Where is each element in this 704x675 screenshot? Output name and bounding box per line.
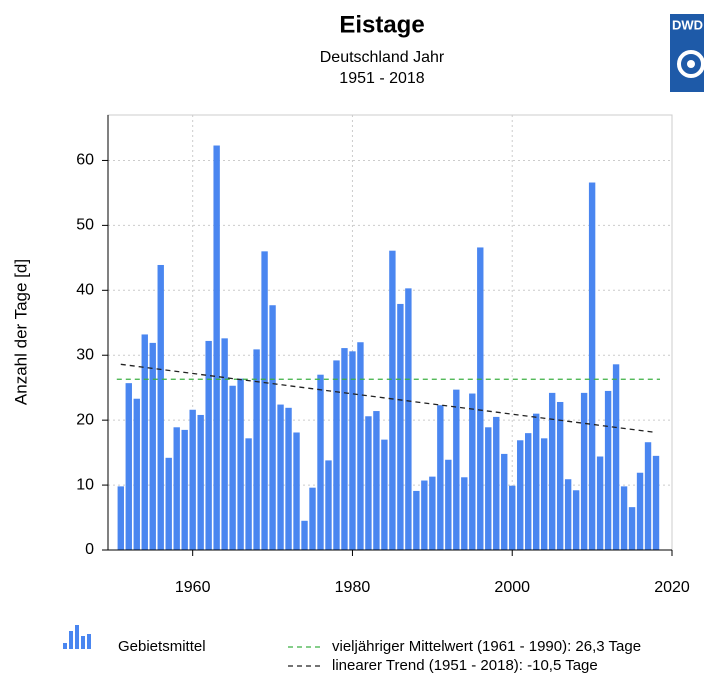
bar: [556, 401, 564, 550]
bar: [221, 338, 228, 550]
chart-period: 1951 - 2018: [339, 70, 425, 87]
y-tick-label: 20: [76, 411, 94, 428]
bar: [205, 340, 212, 550]
chart-subtitle: Deutschland Jahr: [320, 49, 445, 66]
bar: [325, 460, 332, 550]
bar: [572, 490, 580, 550]
bar: [501, 453, 508, 550]
chart-title: Eistage: [339, 11, 424, 38]
bar: [173, 427, 180, 550]
legend-icon: [81, 636, 85, 649]
bar: [229, 385, 236, 550]
bar: [373, 411, 380, 550]
bar: [277, 404, 284, 550]
bar: [469, 393, 476, 550]
logo-swirl-center: [687, 60, 695, 68]
bar: [293, 432, 300, 550]
bar: [620, 486, 628, 550]
bar: [525, 433, 532, 550]
bar: [245, 438, 252, 550]
bar: [564, 479, 572, 550]
bar: [493, 416, 500, 550]
bar: [429, 476, 436, 550]
bar: [213, 145, 220, 550]
logo: DWD: [670, 14, 704, 92]
bar: [333, 360, 340, 550]
bar: [485, 427, 492, 550]
legend-icon: [75, 625, 79, 649]
bar: [365, 416, 372, 550]
bar: [477, 247, 484, 550]
bar: [548, 392, 556, 550]
y-tick-label: 60: [76, 152, 94, 169]
bar: [133, 398, 140, 550]
bar: [197, 414, 204, 550]
bar: [604, 390, 612, 550]
bar: [309, 487, 316, 550]
bar: [652, 455, 660, 550]
y-tick-label: 10: [76, 476, 94, 493]
logo-swirl: [677, 50, 704, 78]
bar: [389, 250, 396, 550]
bar: [317, 374, 324, 550]
y-tick-label: 30: [76, 346, 94, 363]
y-tick-label: 0: [85, 541, 94, 558]
bar: [445, 459, 452, 550]
logo-text: DWD: [672, 17, 703, 32]
bar: [157, 264, 164, 550]
bar: [540, 438, 548, 550]
bar: [189, 409, 196, 550]
bar: [301, 520, 308, 550]
x-tick-label: 1960: [175, 579, 211, 596]
bar: [517, 440, 524, 550]
legend: Gebietsmittel vieljähriger Mittelwert (1…: [63, 625, 641, 674]
bar: [165, 457, 172, 550]
bar: [397, 303, 404, 550]
y-axis-label: Anzahl der Tage [d]: [11, 259, 30, 405]
bar: [149, 342, 156, 550]
bar: [588, 182, 596, 550]
x-tick-label: 1980: [335, 579, 371, 596]
bar: [596, 456, 604, 550]
bar: [644, 442, 652, 550]
bar: [509, 485, 516, 550]
bar: [612, 364, 620, 550]
legend-icon: [69, 631, 73, 649]
bar: [628, 507, 636, 550]
bar: [357, 342, 364, 550]
bar: [237, 378, 244, 550]
legend-icon: [63, 643, 67, 649]
bar: [580, 392, 588, 550]
y-tick-label: 40: [76, 282, 94, 299]
bar: [117, 486, 124, 550]
bar: [405, 288, 412, 550]
y-tick-label: 50: [76, 217, 94, 234]
bar: [285, 407, 292, 550]
bar: [261, 251, 268, 551]
bar: [349, 351, 356, 550]
bar: [253, 349, 260, 550]
bar: [141, 334, 148, 550]
bar: [636, 472, 644, 550]
bar: [532, 413, 540, 550]
bar: [437, 405, 444, 550]
bar: [341, 348, 348, 550]
bar: [181, 429, 188, 550]
legend-label: vieljähriger Mittelwert (1961 - 1990): 2…: [332, 638, 641, 655]
legend-icon: [87, 634, 91, 649]
bar: [413, 490, 420, 550]
legend-label: linearer Trend (1951 - 2018): -10,5 Tage: [332, 657, 598, 674]
bar: [269, 305, 276, 550]
bar: [461, 477, 468, 550]
bar: [453, 389, 460, 550]
bar: [125, 383, 132, 550]
bar: [421, 480, 428, 550]
x-tick-label: 2000: [494, 579, 530, 596]
legend-label: Gebietsmittel: [118, 638, 206, 655]
bar: [381, 439, 388, 550]
x-tick-label: 2020: [654, 579, 690, 596]
